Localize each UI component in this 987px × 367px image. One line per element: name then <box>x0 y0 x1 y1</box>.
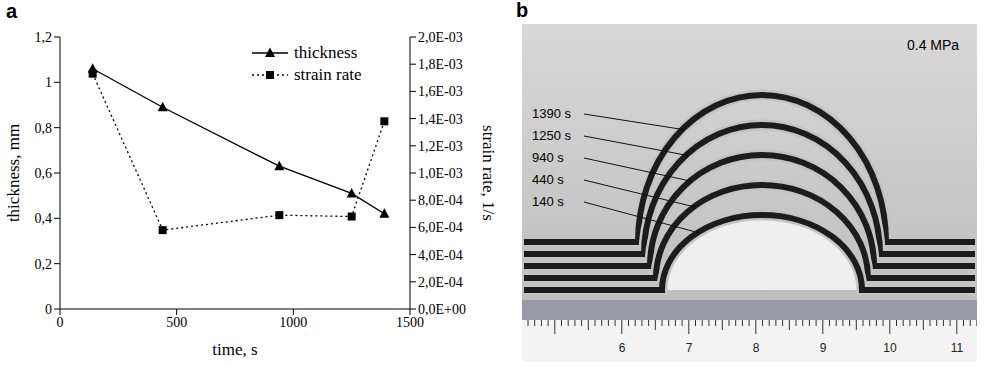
svg-text:b: b <box>516 0 528 21</box>
svg-text:1,2E-03: 1,2E-03 <box>418 139 463 154</box>
html-text:a: a <box>6 0 18 22</box>
svg-text:2,0E-03: 2,0E-03 <box>418 30 463 45</box>
svg-text:7: 7 <box>686 341 693 355</box>
svg-text:1000: 1000 <box>279 315 307 330</box>
svg-text:0,0E+00: 0,0E+00 <box>418 302 466 317</box>
svg-text:9: 9 <box>820 341 827 355</box>
svg-text:1390 s: 1390 s <box>532 106 572 121</box>
svg-text:1500: 1500 <box>396 315 424 330</box>
svg-text:8: 8 <box>753 341 760 355</box>
svg-text:1,2: 1,2 <box>35 30 53 45</box>
svg-text:1,4E-03: 1,4E-03 <box>418 112 463 127</box>
svg-text:1250 s: 1250 s <box>532 128 572 143</box>
svg-text:1,8E-03: 1,8E-03 <box>418 57 463 72</box>
svg-text:440 s: 440 s <box>532 172 564 187</box>
html-text:thickness: thickness <box>294 43 358 62</box>
svg-text:140 s: 140 s <box>532 194 564 209</box>
svg-text:strain rate, 1/s: strain rate, 1/s <box>479 125 498 221</box>
svg-text:0.4 MPa: 0.4 MPa <box>907 37 959 53</box>
svg-text:0: 0 <box>45 302 52 317</box>
svg-text:thickness, mm: thickness, mm <box>4 124 23 222</box>
svg-text:1,6E-03: 1,6E-03 <box>418 84 463 99</box>
svg-text:6,0E-04: 6,0E-04 <box>418 220 463 235</box>
svg-text:4,0E-04: 4,0E-04 <box>418 248 463 263</box>
svg-text:0,2: 0,2 <box>35 257 53 272</box>
svg-text:0,6: 0,6 <box>35 166 53 181</box>
svg-text:500: 500 <box>166 315 187 330</box>
svg-text:0,8: 0,8 <box>35 121 53 136</box>
svg-text:2,0E-04: 2,0E-04 <box>418 275 463 290</box>
svg-text:0: 0 <box>57 315 64 330</box>
svg-text:1: 1 <box>45 75 52 90</box>
svg-text:8,0E-04: 8,0E-04 <box>418 193 463 208</box>
svg-text:time, s: time, s <box>212 340 257 359</box>
svg-text:11: 11 <box>951 341 964 355</box>
svg-text:6: 6 <box>619 341 626 355</box>
html-text:strain rate: strain rate <box>294 65 362 84</box>
svg-text:1,0E-03: 1,0E-03 <box>418 166 463 181</box>
svg-text:940 s: 940 s <box>532 150 564 165</box>
svg-text:10: 10 <box>883 341 897 355</box>
svg-text:0,4: 0,4 <box>35 211 53 226</box>
